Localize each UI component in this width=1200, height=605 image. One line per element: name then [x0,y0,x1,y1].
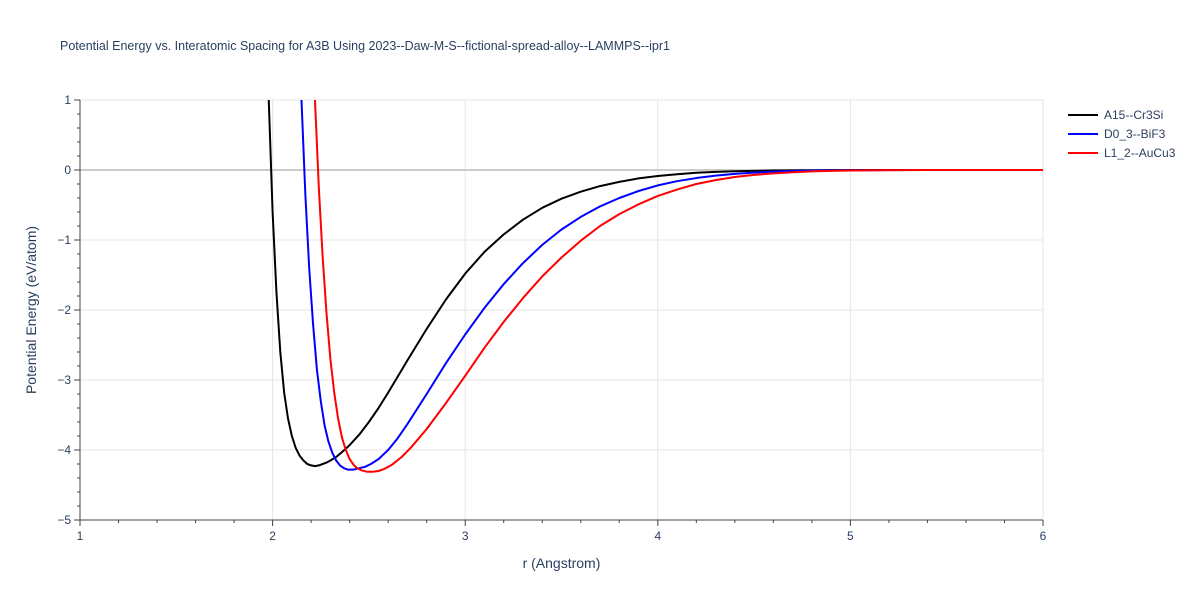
legend-item[interactable]: D0_3--BiF3 [1068,127,1166,141]
grid-layer [79,99,1044,521]
series-line-0 [267,100,1043,468]
y-tick-label: −1 [57,233,71,247]
y-tick-label: −3 [57,373,71,387]
y-axis-title: Potential Energy (eV/atom) [23,226,39,394]
chart-title: Potential Energy vs. Interatomic Spacing… [60,39,670,53]
plot-layer [267,100,1043,473]
legend[interactable]: A15--Cr3Si D0_3--BiF3 L1_2--AuCu3 [1068,108,1176,160]
axis-layer: 1 2 3 4 5 6 1 0 −1 −2 −3 −4 −5 [57,93,1046,543]
y-tick-label: −2 [57,303,71,317]
x-tick-label: 1 [77,529,84,543]
legend-label: A15--Cr3Si [1104,108,1163,122]
x-tick-label: 5 [847,529,854,543]
x-tick-label: 4 [654,529,661,543]
y-tick-label: −4 [57,443,71,457]
legend-label: L1_2--AuCu3 [1104,146,1176,160]
x-tick-label: 3 [462,529,469,543]
x-tick-label: 2 [269,529,276,543]
legend-label: D0_3--BiF3 [1104,127,1166,141]
legend-item[interactable]: A15--Cr3Si [1068,108,1163,122]
series-line-1 [300,100,1043,471]
legend-item[interactable]: L1_2--AuCu3 [1068,146,1176,160]
x-axis-title: r (Angstrom) [523,555,601,571]
y-tick-label: 0 [64,163,71,177]
y-tick-label: 1 [64,93,71,107]
series-line-2 [313,100,1043,473]
x-tick-label: 6 [1040,529,1047,543]
y-tick-label: −5 [57,513,71,527]
